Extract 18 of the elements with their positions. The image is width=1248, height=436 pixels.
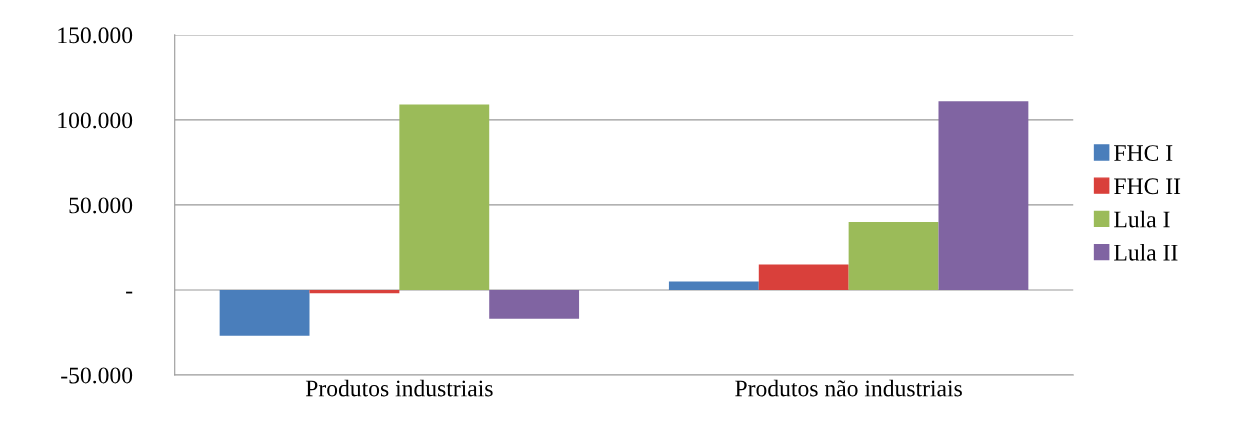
y-tick-label: -50.000 — [61, 367, 133, 384]
legend-label: Lula I — [1114, 210, 1170, 228]
legend-label: FHC II — [1114, 178, 1181, 195]
bar — [489, 289, 580, 319]
y-tick-label: 150.000 — [58, 27, 133, 44]
bar — [219, 289, 310, 336]
y-tick-label: - — [126, 291, 133, 294]
bar — [848, 221, 939, 290]
y-tick-label: 50.000 — [69, 197, 133, 214]
y-tick-label: 100.000 — [58, 112, 133, 129]
bar — [758, 264, 849, 290]
x-tick-label: Produtos não industriais — [735, 379, 962, 397]
bar — [668, 281, 759, 290]
legend-label: FHC I — [1114, 145, 1173, 161]
legend-label: Lula II — [1114, 244, 1178, 261]
bar — [938, 101, 1029, 290]
bar — [399, 104, 490, 290]
x-tick-label: Produtos industriais — [305, 379, 493, 397]
